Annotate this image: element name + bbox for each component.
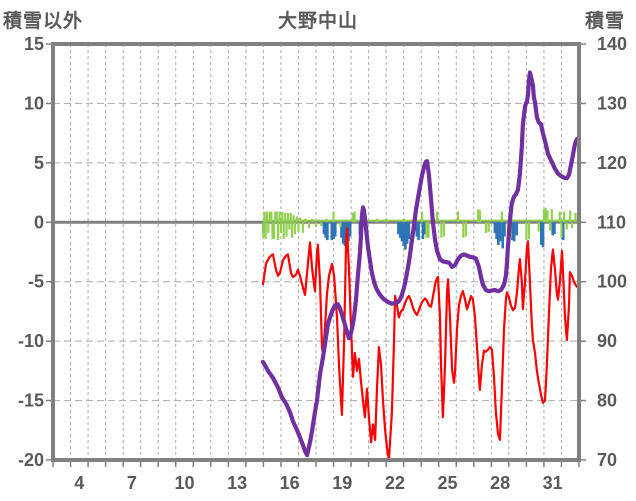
left-axis-labels: 15 10 5 0 -5 -10 -15 -20 bbox=[18, 34, 44, 470]
snow-depth-line bbox=[260, 70, 580, 458]
svg-text:-10: -10 bbox=[18, 331, 44, 351]
svg-text:22: 22 bbox=[385, 473, 405, 493]
svg-text:25: 25 bbox=[437, 473, 457, 493]
chart-title: 大野中山 bbox=[277, 11, 358, 32]
svg-text:70: 70 bbox=[597, 450, 617, 470]
plot-frame bbox=[51, 42, 581, 462]
svg-text:130: 130 bbox=[597, 93, 627, 113]
x-axis-labels: 4 7 10 13 16 19 22 25 28 31 bbox=[74, 473, 562, 493]
svg-text:5: 5 bbox=[34, 153, 44, 173]
tick-marks bbox=[46, 43, 586, 467]
svg-text:0: 0 bbox=[34, 212, 44, 232]
svg-text:-5: -5 bbox=[28, 272, 44, 292]
left-axis-title: 積雪以外 bbox=[3, 11, 84, 32]
svg-text:100: 100 bbox=[597, 272, 627, 292]
svg-text:110: 110 bbox=[597, 212, 626, 232]
svg-text:13: 13 bbox=[227, 473, 247, 493]
svg-text:140: 140 bbox=[597, 34, 627, 54]
right-axis-labels: 140 130 120 110 100 90 80 70 bbox=[597, 34, 627, 470]
svg-text:16: 16 bbox=[280, 473, 300, 493]
green-bars bbox=[262, 208, 577, 241]
svg-text:31: 31 bbox=[543, 473, 563, 493]
temperature-line bbox=[261, 227, 580, 462]
svg-text:80: 80 bbox=[597, 391, 617, 411]
svg-text:7: 7 bbox=[127, 473, 137, 493]
svg-text:-20: -20 bbox=[18, 450, 44, 470]
svg-text:15: 15 bbox=[24, 34, 44, 54]
svg-text:120: 120 bbox=[597, 153, 627, 173]
svg-text:19: 19 bbox=[332, 473, 352, 493]
svg-text:10: 10 bbox=[174, 473, 194, 493]
blue-bars bbox=[262, 222, 565, 250]
svg-text:28: 28 bbox=[490, 473, 510, 493]
right-axis-title: 積雪 bbox=[585, 11, 626, 32]
svg-text:90: 90 bbox=[597, 331, 617, 351]
svg-text:-15: -15 bbox=[18, 391, 44, 411]
svg-text:10: 10 bbox=[24, 93, 44, 113]
svg-text:4: 4 bbox=[74, 473, 84, 493]
